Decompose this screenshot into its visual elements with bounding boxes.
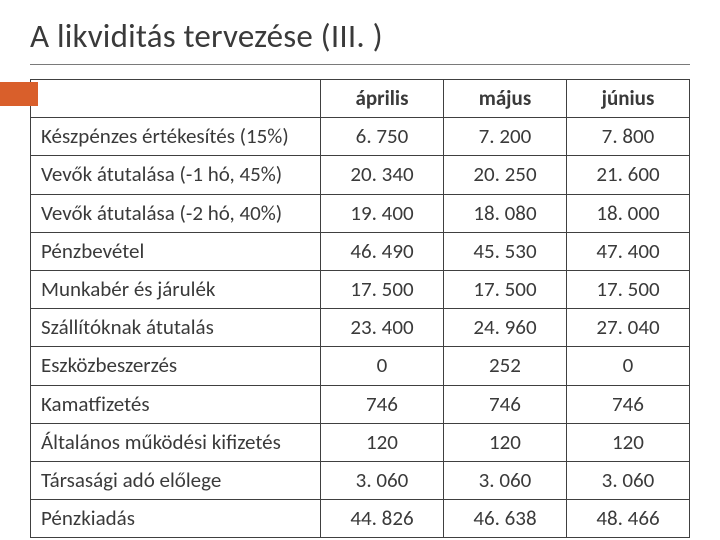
- cell-value: 6. 750: [321, 118, 444, 156]
- header-col-1: április: [321, 80, 444, 118]
- cell-value: 17. 500: [566, 270, 689, 308]
- cell-value: 23. 400: [321, 309, 444, 347]
- row-label: Pénzbevétel: [31, 232, 321, 270]
- table-row: Szállítóknak átutalás23. 40024. 96027. 0…: [31, 309, 690, 347]
- cell-value: 18. 000: [566, 194, 689, 232]
- row-label: Eszközbeszerzés: [31, 347, 321, 385]
- cell-value: 46. 638: [443, 500, 566, 538]
- cell-value: 21. 600: [566, 156, 689, 194]
- cell-value: 3. 060: [443, 461, 566, 499]
- cell-value: 7. 800: [566, 118, 689, 156]
- table-row: Pénzkiadás44. 82646. 63848. 466: [31, 500, 690, 538]
- cell-value: 120: [566, 423, 689, 461]
- cell-value: 120: [321, 423, 444, 461]
- table-row: Munkabér és járulék17. 50017. 50017. 500: [31, 270, 690, 308]
- cell-value: 120: [443, 423, 566, 461]
- slide: A likviditás tervezése (III. ) április m…: [0, 0, 720, 538]
- table-row: Általános működési kifizetés120120120: [31, 423, 690, 461]
- table-row: Kamatfizetés746746746: [31, 385, 690, 423]
- header-col-3: június: [566, 80, 689, 118]
- table-row: Eszközbeszerzés02520: [31, 347, 690, 385]
- cell-value: 17. 500: [321, 270, 444, 308]
- table-row: Pénzbevétel46. 49045. 53047. 400: [31, 232, 690, 270]
- title-container: A likviditás tervezése (III. ): [30, 16, 690, 65]
- cell-value: 45. 530: [443, 232, 566, 270]
- header-empty: [31, 80, 321, 118]
- cell-value: 20. 250: [443, 156, 566, 194]
- row-label: Társasági adó előlege: [31, 461, 321, 499]
- cell-value: 27. 040: [566, 309, 689, 347]
- cell-value: 746: [321, 385, 444, 423]
- cell-value: 46. 490: [321, 232, 444, 270]
- cell-value: 3. 060: [566, 461, 689, 499]
- row-label: Vevők átutalása (-1 hó, 45%): [31, 156, 321, 194]
- row-label: Vevők átutalása (-2 hó, 40%): [31, 194, 321, 232]
- table-row: Készpénzes értékesítés (15%)6. 7507. 200…: [31, 118, 690, 156]
- table-row: Vevők átutalása (-2 hó, 40%)19. 40018. 0…: [31, 194, 690, 232]
- table-row: Vevők átutalása (-1 hó, 45%)20. 34020. 2…: [31, 156, 690, 194]
- cell-value: 0: [566, 347, 689, 385]
- header-col-2: május: [443, 80, 566, 118]
- row-label: Kamatfizetés: [31, 385, 321, 423]
- cell-value: 17. 500: [443, 270, 566, 308]
- cell-value: 48. 466: [566, 500, 689, 538]
- liquidity-table: április május június Készpénzes értékesí…: [30, 79, 690, 538]
- row-label: Munkabér és járulék: [31, 270, 321, 308]
- row-label: Készpénzes értékesítés (15%): [31, 118, 321, 156]
- cell-value: 44. 826: [321, 500, 444, 538]
- cell-value: 47. 400: [566, 232, 689, 270]
- cell-value: 0: [321, 347, 444, 385]
- cell-value: 18. 080: [443, 194, 566, 232]
- cell-value: 24. 960: [443, 309, 566, 347]
- row-label: Pénzkiadás: [31, 500, 321, 538]
- row-label: Szállítóknak átutalás: [31, 309, 321, 347]
- cell-value: 7. 200: [443, 118, 566, 156]
- page-title: A likviditás tervezése (III. ): [30, 16, 690, 56]
- cell-value: 3. 060: [321, 461, 444, 499]
- cell-value: 746: [566, 385, 689, 423]
- cell-value: 20. 340: [321, 156, 444, 194]
- cell-value: 19. 400: [321, 194, 444, 232]
- cell-value: 746: [443, 385, 566, 423]
- table-row: Társasági adó előlege3. 0603. 0603. 060: [31, 461, 690, 499]
- title-accent-bar: [0, 82, 38, 106]
- row-label: Általános működési kifizetés: [31, 423, 321, 461]
- table-header-row: április május június: [31, 80, 690, 118]
- cell-value: 252: [443, 347, 566, 385]
